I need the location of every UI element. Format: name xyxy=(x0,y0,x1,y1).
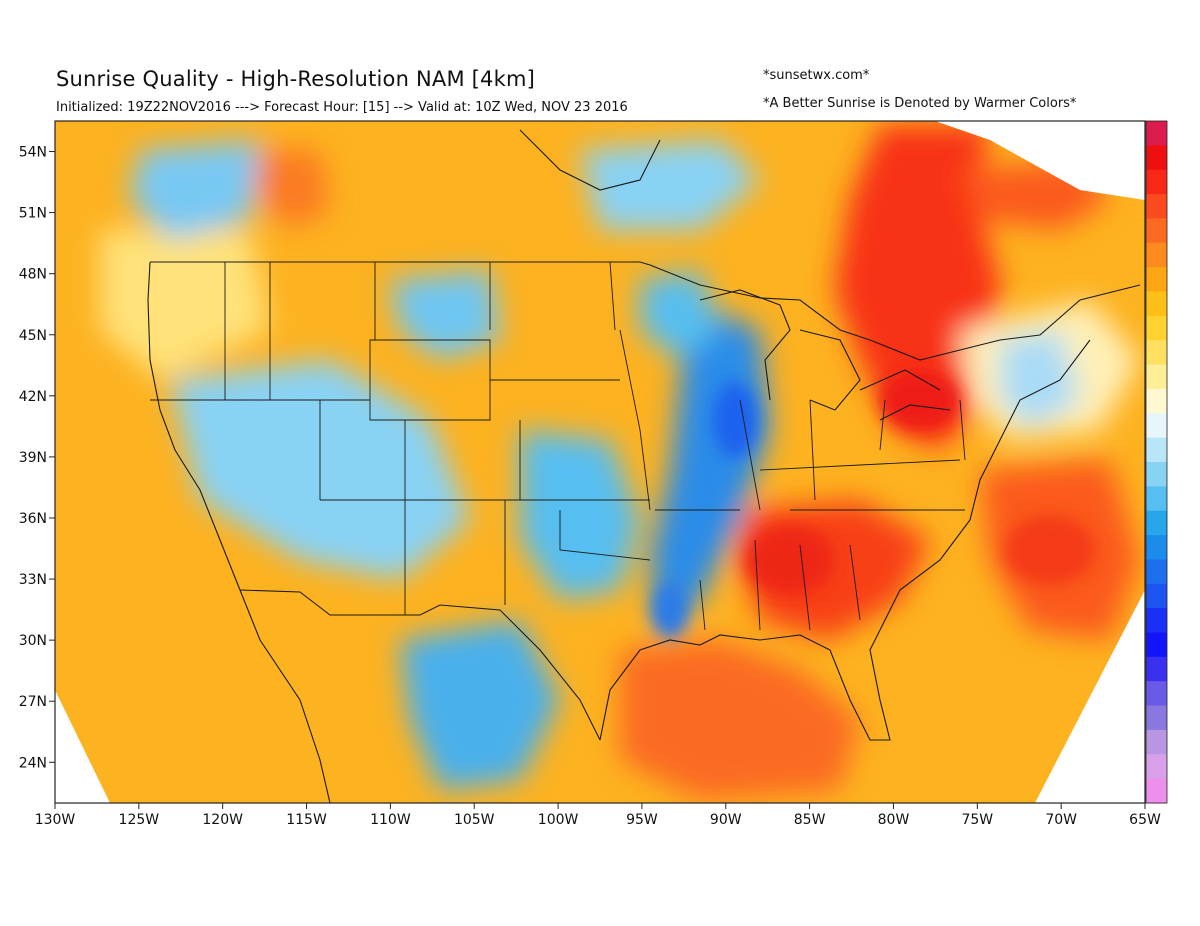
canadian-rockies-cool-region xyxy=(130,140,260,240)
new-england-cool-region xyxy=(1000,330,1080,430)
alabama-hotspot xyxy=(745,525,835,595)
plot-frame xyxy=(54,120,1146,804)
x-tick-label-12: 70W xyxy=(1045,812,1077,828)
central-state-lines xyxy=(150,329,651,511)
map-subtitle: Initialized: 19Z22NOV2016 ---> Forecast … xyxy=(56,100,628,115)
hudson-bay-coast xyxy=(519,129,661,191)
northern-rockies-warm-streak xyxy=(250,150,330,230)
colorbar-swatch-21 xyxy=(1146,632,1167,658)
colorbar-swatch-11 xyxy=(1146,388,1167,414)
colorbar-swatch-5 xyxy=(1146,242,1167,268)
colorbar-swatch-22 xyxy=(1146,656,1167,682)
southern-state-lines xyxy=(320,499,861,631)
y-tick-label-2: 48N xyxy=(19,267,47,283)
x-tick-label-10: 80W xyxy=(878,812,910,828)
texas-coast-cool-spot xyxy=(652,582,688,638)
colorbar-swatch-10 xyxy=(1146,364,1167,390)
canada-us-border xyxy=(150,261,1141,361)
y-tick-label-9: 27N xyxy=(19,694,47,710)
colorbar-swatch-14 xyxy=(1146,462,1167,487)
rockies-cool-patch xyxy=(390,270,500,360)
gulf-coastline xyxy=(599,339,1091,741)
y-tick-label-4: 42N xyxy=(19,389,47,405)
illinois-deep-cool-spot xyxy=(713,382,757,458)
upper-midwest-cool-region xyxy=(640,270,720,360)
y-tick-label-6: 36N xyxy=(19,511,47,527)
basemap-lines xyxy=(147,129,1141,803)
colorbar xyxy=(1145,120,1168,804)
offgrid-se-corner xyxy=(1035,590,1145,803)
y-tick-label-3: 45N xyxy=(19,328,47,344)
colorbar-swatch-16 xyxy=(1146,510,1167,536)
colorbar-swatch-7 xyxy=(1146,291,1167,317)
eastern-state-lines xyxy=(739,399,966,511)
colorbar-swatch-2 xyxy=(1146,169,1167,195)
lake-ontario-hotspot xyxy=(880,370,960,430)
colorbar-swatch-27 xyxy=(1146,778,1167,804)
x-tick-label-0: 130W xyxy=(35,812,76,828)
colorbar-swatch-19 xyxy=(1146,583,1167,609)
atlantic-hotspot xyxy=(1005,515,1095,585)
great-lakes-warm-band xyxy=(835,125,1000,450)
colorbar-swatch-0 xyxy=(1146,121,1167,146)
x-tick-label-1: 125W xyxy=(119,812,160,828)
mississippi-cool-corridor xyxy=(650,300,770,630)
x-tick-label-8: 90W xyxy=(710,812,742,828)
offgrid-sw-corner xyxy=(55,690,110,803)
colorbar-swatch-24 xyxy=(1146,705,1167,731)
map-title: Sunrise Quality - High-Resolution NAM [4… xyxy=(56,67,535,91)
y-tick-label-10: 24N xyxy=(19,755,47,771)
mexico-cool-region xyxy=(400,620,560,790)
x-tick-label-3: 115W xyxy=(286,812,327,828)
offgrid-ne-corner xyxy=(935,121,1145,200)
colorbar-swatch-4 xyxy=(1146,218,1167,244)
x-tick-label-13: 65W xyxy=(1129,812,1161,828)
color-note: *A Better Sunrise is Denoted by Warmer C… xyxy=(763,96,1077,111)
x-axis: 130W 125W 120W 115W 110W 105W 100W 95W 90W 85W 80W… xyxy=(35,803,1161,828)
colorbar-swatch-13 xyxy=(1146,437,1167,463)
great-lakes-outline xyxy=(699,289,951,421)
colorbar-swatch-3 xyxy=(1146,194,1167,220)
y-tick-label-7: 33N xyxy=(19,572,47,588)
northwest-light-region xyxy=(100,230,270,380)
colorbar-swatch-26 xyxy=(1146,754,1167,780)
y-tick-label-8: 30N xyxy=(19,633,47,649)
colorbar-swatch-9 xyxy=(1146,340,1167,366)
x-tick-label-6: 100W xyxy=(538,812,579,828)
gulf-warm-region xyxy=(620,640,860,800)
state-boundaries xyxy=(150,261,966,631)
colorbar-swatch-17 xyxy=(1146,535,1167,561)
x-tick-label-11: 75W xyxy=(961,812,993,828)
colorbar-swatch-20 xyxy=(1146,608,1167,634)
map-plot-area xyxy=(55,121,1145,803)
colorbar-swatch-6 xyxy=(1146,267,1167,293)
x-tick-label-2: 120W xyxy=(202,812,243,828)
colorbar-swatch-25 xyxy=(1146,729,1167,755)
colorbar-swatch-8 xyxy=(1146,315,1167,341)
heat-field-detail xyxy=(652,370,1095,638)
colorbar-swatch-15 xyxy=(1146,486,1167,512)
y-tick-label-0: 54N xyxy=(19,145,47,161)
colorbar-swatch-12 xyxy=(1146,413,1167,439)
pacific-coastline xyxy=(147,261,331,803)
x-tick-label-5: 105W xyxy=(454,812,495,828)
x-tick-label-9: 85W xyxy=(794,812,826,828)
y-tick-label-1: 51N xyxy=(19,206,47,222)
y-tick-label-5: 39N xyxy=(19,450,47,466)
x-tick-label-7: 95W xyxy=(626,812,658,828)
credit-text: *sunsetwx.com* xyxy=(763,68,870,83)
us-mexico-border xyxy=(239,589,601,741)
colorbar-swatch-1 xyxy=(1146,145,1167,171)
colorbar-frame xyxy=(1145,120,1168,804)
y-axis: 54N 51N 48N 45N 42N 39N 36N 33N 30N 27N 24N xyxy=(19,145,55,771)
southern-plains-cool-region xyxy=(520,430,640,600)
northern-tier-state-lines xyxy=(224,261,616,400)
x-tick-label-4: 110W xyxy=(370,812,411,828)
colorbar-swatch-18 xyxy=(1146,559,1167,585)
heat-field xyxy=(100,125,1140,800)
colorbar-swatch-23 xyxy=(1146,681,1167,707)
canadian-prairie-cool-band xyxy=(580,140,760,230)
